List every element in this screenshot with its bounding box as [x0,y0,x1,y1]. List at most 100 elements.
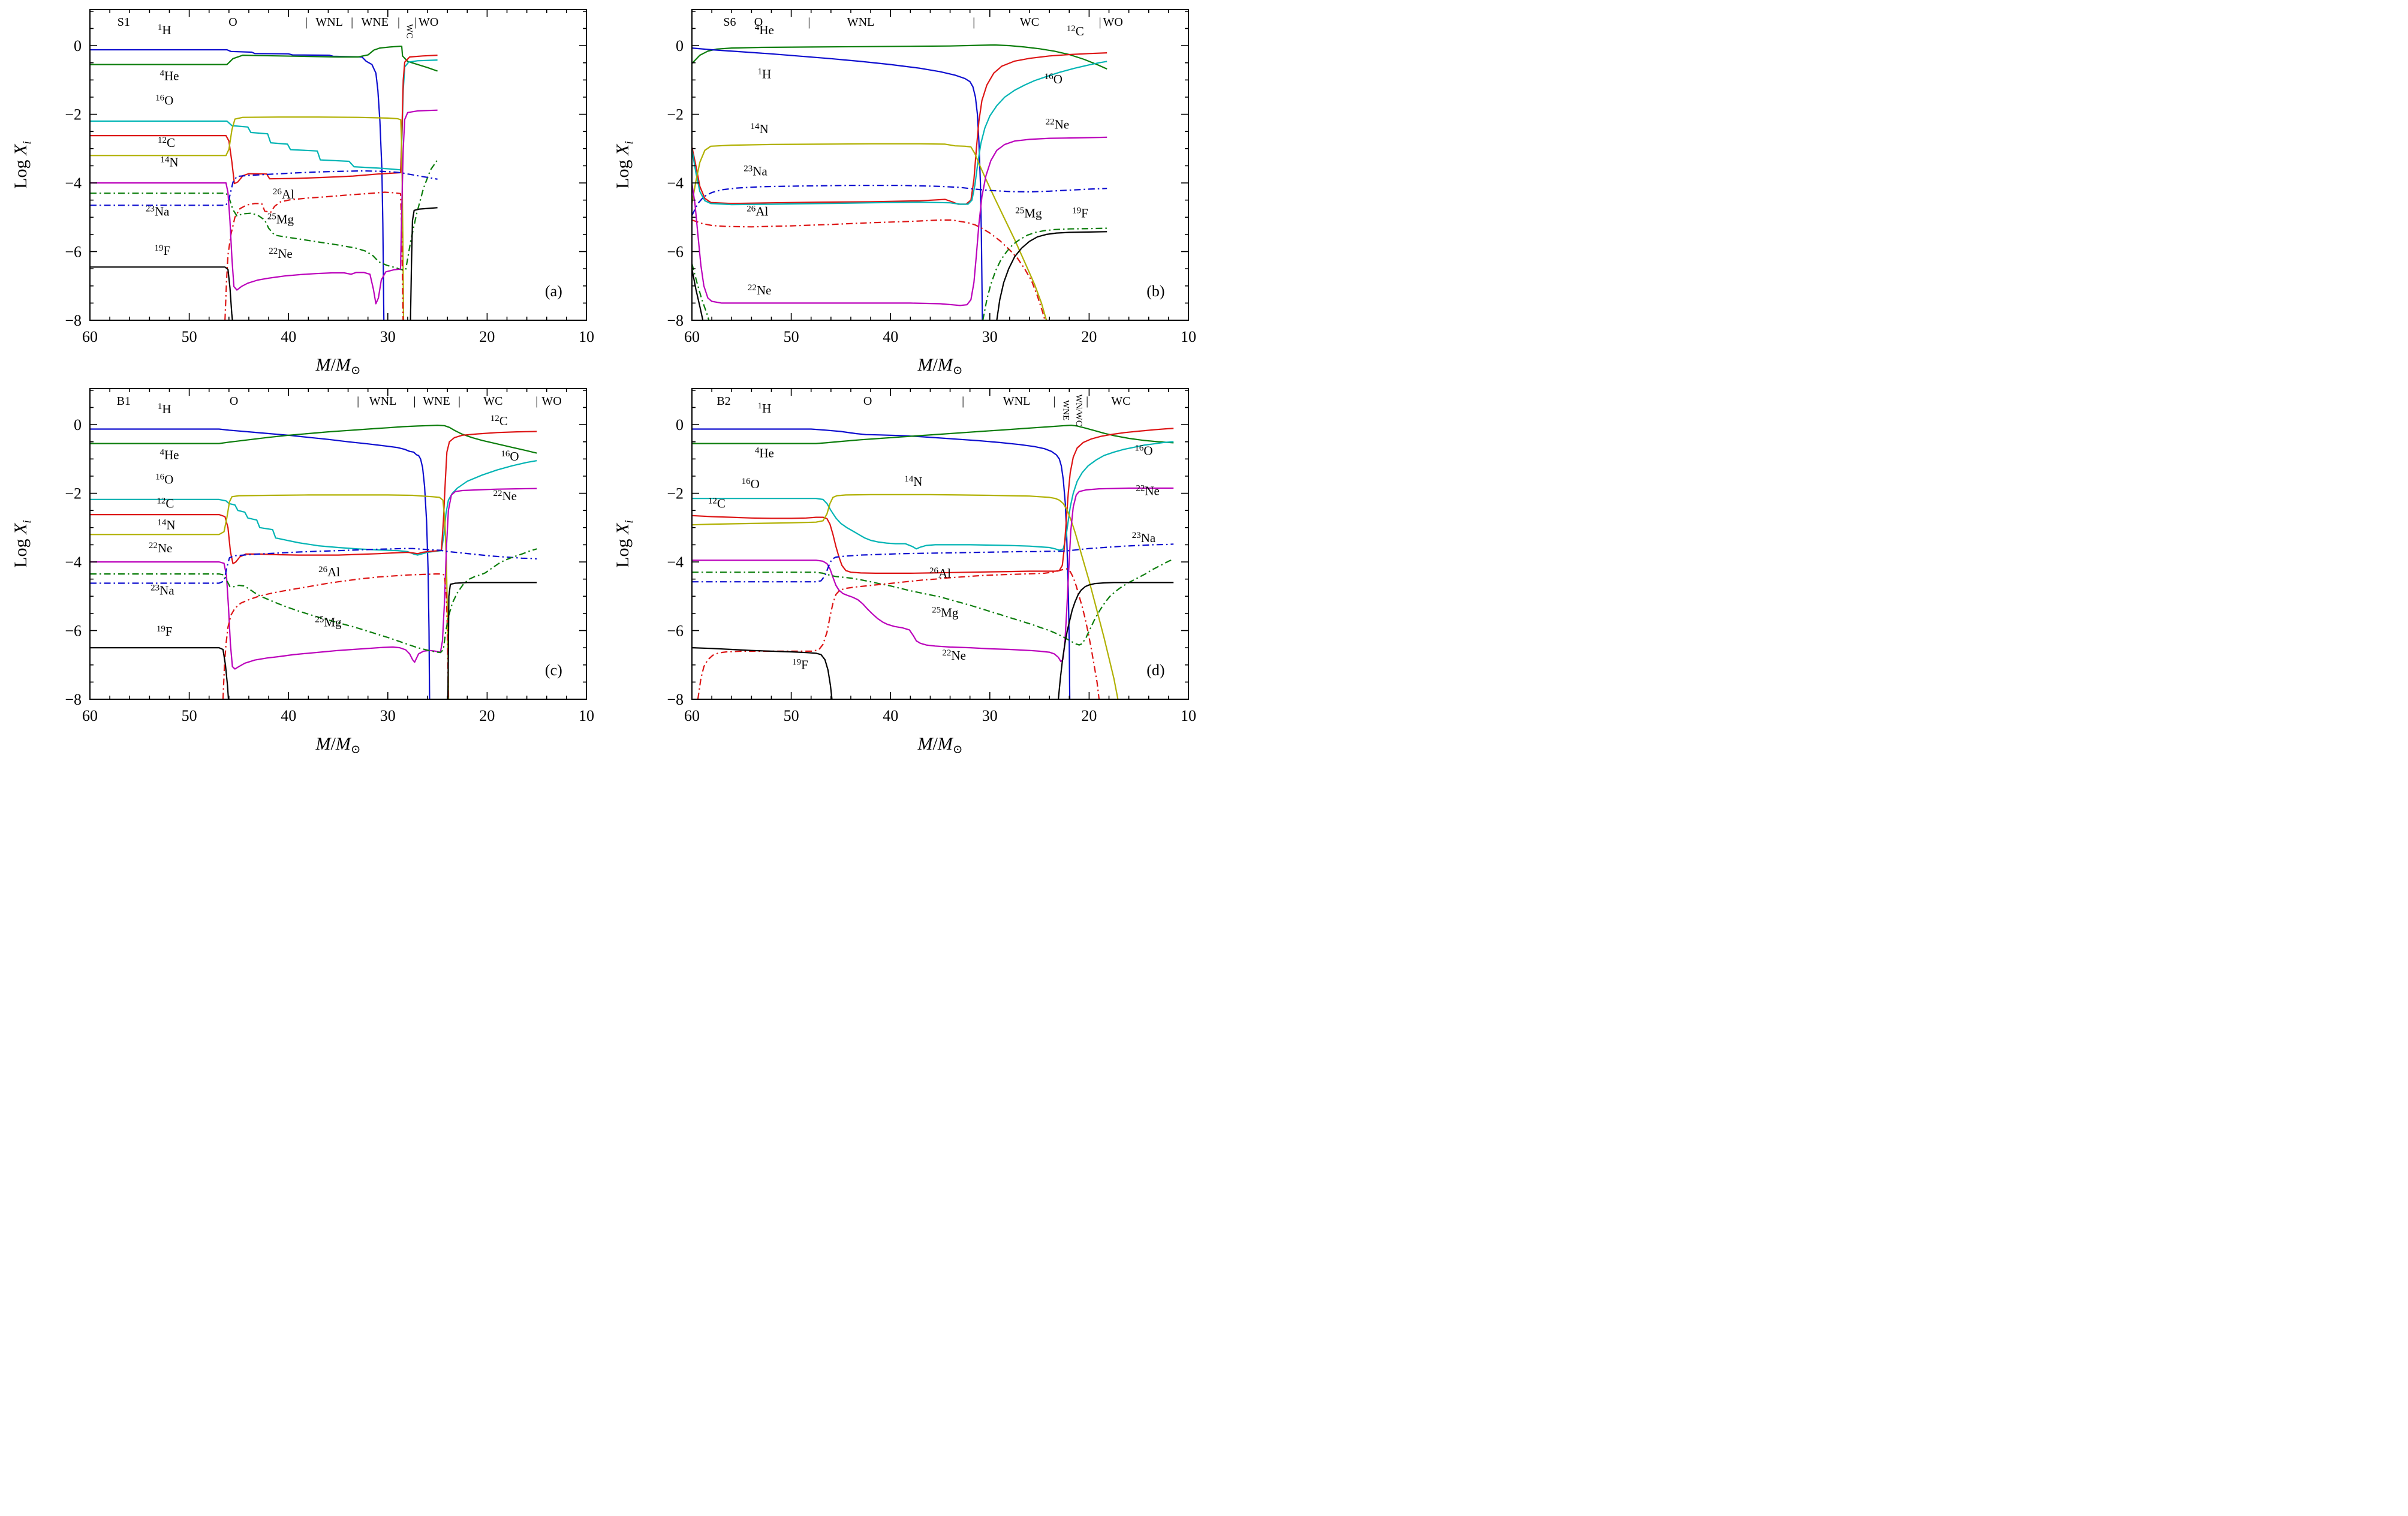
series-19F [410,207,438,320]
isotope-label-22Ne: 22Ne [149,541,173,555]
series-19F [447,582,537,699]
isotope-label-25Mg: 25Mg [932,606,959,620]
isotope-label-1H: 1H [758,401,772,416]
x-axis-label: M/M⊙ [917,734,962,756]
phase-label-divider: | [808,16,810,29]
phase-label-WNL: WNL [315,16,343,29]
y-tick-label: 0 [74,416,82,434]
isotope-label-4He: 4He [755,446,774,460]
series-26Al [224,191,404,320]
phase-label-O: O [228,16,237,29]
isotope-label-16O: 16O [1045,72,1062,86]
y-tick-label: −6 [667,622,684,640]
panel-letter: (d) [1146,661,1164,679]
series-4He [692,425,1174,444]
series-19F [90,266,233,320]
x-tick-label: 20 [479,328,495,345]
phase-label-WC: WC [1111,395,1130,408]
y-tick-label: −8 [667,312,684,329]
x-tick-label: 30 [982,328,998,345]
y-tick-label: −6 [667,243,684,261]
series-12C [90,55,438,185]
isotope-label-23Na: 23Na [1132,531,1156,545]
x-tick-label: 60 [684,707,700,724]
isotope-label-14N: 14N [751,122,769,136]
y-tick-label: −4 [667,554,684,571]
y-tick-label: 0 [74,37,82,55]
phase-label-WNWC: WN/WC [1074,394,1083,426]
x-tick-label: 20 [1081,707,1097,724]
y-tick-label: −4 [65,554,82,571]
plot-border [89,9,587,321]
series-16O [692,441,1174,551]
series-22Ne [692,136,1107,306]
series-12C [90,431,537,564]
x-tick-label: 10 [1181,707,1196,724]
y-tick-label: −8 [65,312,82,329]
series-19F [692,647,833,699]
isotope-label-12C: 12C [1067,24,1084,38]
x-tick-label: 40 [883,707,898,724]
x-tick-label: 60 [82,707,98,724]
phase-label-B1: B1 [117,395,131,408]
x-tick-label: 10 [579,328,594,345]
isotope-label-4He: 4He [159,447,179,462]
x-tick-label: 50 [784,707,799,724]
isotope-label-4He: 4He [755,23,774,37]
isotope-label-1H: 1H [158,402,171,416]
series-22Ne [90,488,537,670]
x-axis-label: M/M⊙ [315,355,360,377]
series-16O [90,59,438,171]
series-14N [90,494,450,699]
series-1H [90,428,431,699]
phase-label-WC: WC [404,24,414,38]
isotope-label-16O: 16O [742,477,760,491]
isotope-label-26Al: 26Al [929,566,951,580]
phase-label-divider: | [305,16,308,29]
isotope-label-19F: 19F [792,658,808,672]
y-tick-label: 0 [676,37,684,55]
series-22Ne [90,109,438,305]
plot-border [691,9,1189,321]
y-axis-label: Log Xi [613,520,636,568]
phase-label-divider: | [535,395,538,408]
isotope-label-12C: 12C [708,497,726,511]
y-tick-label: −4 [667,175,684,192]
phase-label-O: O [863,395,872,408]
isotope-label-14N: 14N [157,518,175,533]
isotope-label-14N: 14N [160,155,178,170]
isotope-label-23Na: 23Na [150,583,174,597]
series-25Mg [692,558,1174,646]
x-tick-label: 50 [182,328,197,345]
phase-label-WNE: WNE [1061,400,1070,420]
isotope-label-19F: 19F [1072,206,1088,220]
isotope-label-23Na: 23Na [744,164,767,178]
phase-label-WO: WO [541,395,561,408]
panel-letter: (c) [545,661,562,679]
series-25Mg [90,160,438,270]
series-19F [692,268,704,320]
y-axis-label: Log Xi [11,520,34,568]
y-tick-label: −6 [65,622,82,640]
isotope-label-16O: 16O [1134,443,1152,458]
phase-label-divider: | [351,16,353,29]
isotope-label-1H: 1H [158,23,171,37]
phase-label-WNE: WNE [361,16,389,29]
series-19F [996,231,1107,320]
series-1H [90,49,385,320]
series-25Mg [90,548,537,654]
series-14N [692,494,1119,699]
phase-label-divider: | [357,395,359,408]
phase-label-WNL: WNL [847,16,875,29]
series-25Mg [982,227,1107,320]
phase-label-divider: | [458,395,460,408]
isotope-label-22Ne: 22Ne [942,648,966,663]
y-axis-label: Log Xi [11,141,34,189]
isotope-label-22Ne: 22Ne [748,283,772,297]
phase-label-O: O [230,395,238,408]
series-23Na [692,185,1107,216]
plot-border [691,388,1189,700]
isotope-label-23Na: 23Na [146,204,170,218]
x-tick-label: 40 [281,328,296,345]
isotope-label-16O: 16O [501,449,519,464]
